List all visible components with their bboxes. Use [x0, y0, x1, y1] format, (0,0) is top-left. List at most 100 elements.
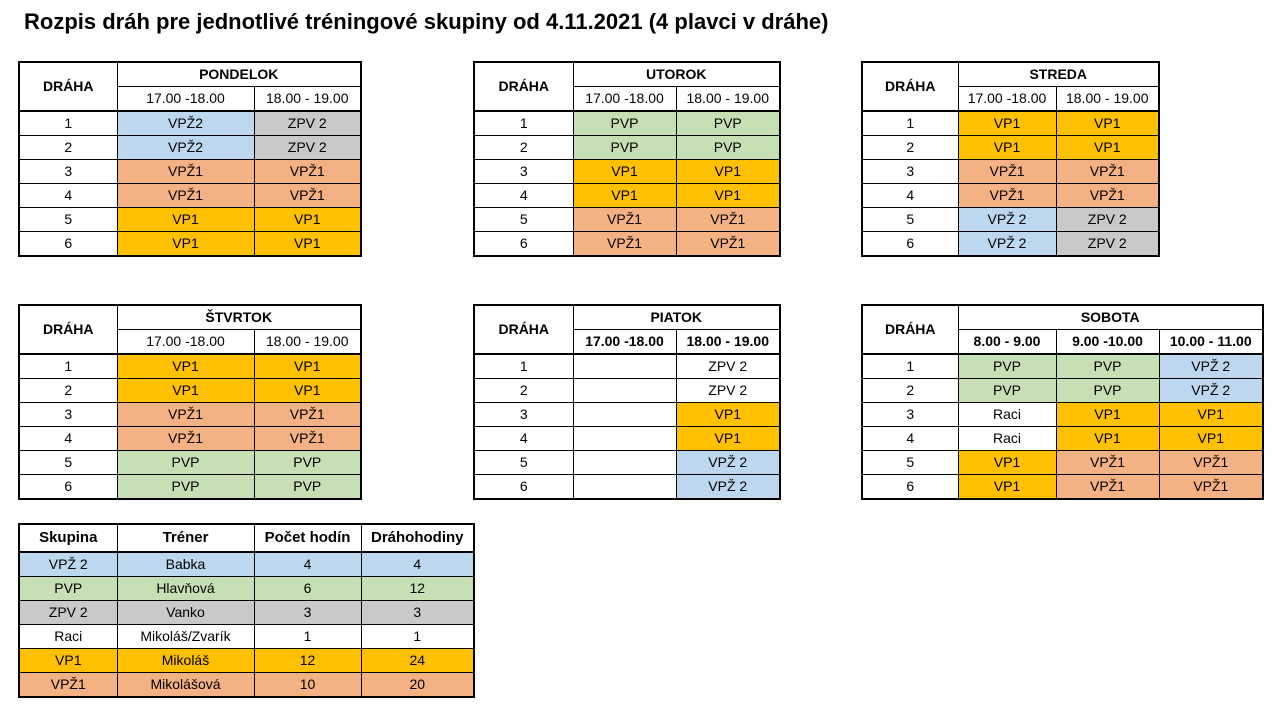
lane-assignment: ZPV 2	[1055, 231, 1160, 257]
lane-number: 5	[861, 450, 959, 475]
lane-assignment: VP1	[957, 474, 1057, 500]
summary-column-header: Tréner	[116, 523, 255, 553]
day-header: SOBOTA	[957, 304, 1264, 330]
lane-row: 2 VPŽ2 ZPV 2	[18, 135, 362, 160]
summary-cell: 12	[360, 576, 475, 601]
lane-assignment: VPŽ1	[253, 426, 362, 451]
lane-number: 6	[861, 474, 959, 500]
summary-cell: 4	[253, 551, 362, 577]
lane-header: DRÁHA	[18, 61, 118, 112]
lane-assignment: VP1	[253, 378, 362, 403]
time-slot-header: 8.00 - 9.00	[957, 329, 1057, 355]
day-header: ŠTVRTOK	[116, 304, 362, 330]
lane-number: 4	[861, 183, 959, 208]
lane-assignment: VPŽ1	[572, 207, 677, 232]
group-summary-table: Skupina Tréner Počet hodín Dráhohodiny VPŽ 2…	[18, 523, 475, 698]
lane-number: 2	[473, 378, 574, 403]
time-slot-header: 17.00 -18.00	[957, 86, 1057, 112]
lane-assignment: PVP	[957, 378, 1057, 403]
summary-column-header: Dráhohodiny	[360, 523, 475, 553]
lane-row: 3 VPŽ1 VPŽ1	[18, 402, 362, 427]
summary-cell: 6	[253, 576, 362, 601]
lane-assignment: ZPV 2	[253, 135, 362, 160]
summary-cell: 10	[253, 672, 362, 698]
lane-number: 5	[18, 207, 118, 232]
lane-header: DRÁHA	[18, 304, 118, 355]
time-slot-header: 18.00 - 19.00	[253, 329, 362, 355]
lane-number: 3	[861, 402, 959, 427]
lane-assignment: VPŽ 2	[957, 231, 1057, 257]
summary-cell: 1	[360, 624, 475, 649]
lane-assignment: VPŽ1	[253, 402, 362, 427]
lane-assignment: VP1	[116, 353, 255, 379]
lane-row: 1 ZPV 2	[473, 353, 781, 379]
lane-assignment: Raci	[957, 402, 1057, 427]
time-slot-header: 17.00 -18.00	[116, 329, 255, 355]
lane-row: 5 VP1 VP1	[18, 207, 362, 232]
day-header: STREDA	[957, 61, 1160, 87]
lane-number: 3	[473, 402, 574, 427]
summary-cell: Raci	[18, 624, 118, 649]
schedule-table-streda: DRÁHA STREDA 17.00 -18.00 18.00 - 19.00 1 VP1…	[861, 61, 1160, 257]
lane-assignment: VPŽ1	[957, 159, 1057, 184]
lane-assignment: VP1	[1055, 135, 1160, 160]
lane-assignment: VPŽ2	[116, 110, 255, 136]
lane-assignment: VPŽ 2	[1158, 378, 1264, 403]
lane-assignment: VPŽ 2	[1158, 353, 1264, 379]
lane-row: 3 Raci VP1 VP1	[861, 402, 1264, 427]
lane-assignment: ZPV 2	[675, 378, 781, 403]
lane-number: 3	[18, 159, 118, 184]
lane-assignment: VPŽ1	[253, 183, 362, 208]
lane-header: DRÁHA	[861, 304, 959, 355]
summary-cell: VP1	[18, 648, 118, 673]
summary-row: ZPV 2 Vanko 3 3	[18, 600, 475, 625]
lane-row: 2 VP1 VP1	[18, 378, 362, 403]
lane-assignment	[572, 450, 677, 475]
lane-number: 6	[473, 474, 574, 500]
lane-assignment: VP1	[957, 110, 1057, 136]
lane-assignment: PVP	[116, 474, 255, 500]
schedule-table-piatok: DRÁHA PIATOK 17.00 -18.00 18.00 - 19.00 1 ZPV…	[473, 304, 781, 500]
lane-row: 6 VP1 VPŽ1 VPŽ1	[861, 474, 1264, 500]
lane-number: 4	[861, 426, 959, 451]
lane-number: 5	[18, 450, 118, 475]
lane-number: 5	[473, 207, 574, 232]
lane-number: 5	[861, 207, 959, 232]
summary-cell: Mikoláš/Zvarík	[116, 624, 255, 649]
summary-cell: Mikoláš	[116, 648, 255, 673]
time-slot-header: 18.00 - 19.00	[253, 86, 362, 112]
lane-assignment: PVP	[675, 110, 781, 136]
lane-row: 4 VP1 VP1	[473, 183, 781, 208]
summary-cell: Babka	[116, 551, 255, 577]
lane-assignment: VP1	[1055, 426, 1160, 451]
schedule-table-štvrtok: DRÁHA ŠTVRTOK 17.00 -18.00 18.00 - 19.00 1 VP…	[18, 304, 362, 500]
lane-number: 1	[18, 110, 118, 136]
lane-assignment: VP1	[572, 183, 677, 208]
lane-assignment: VPŽ1	[1055, 159, 1160, 184]
lane-assignment: VP1	[675, 183, 781, 208]
lane-row: 4 VPŽ1 VPŽ1	[861, 183, 1160, 208]
summary-cell: 3	[253, 600, 362, 625]
lane-assignment: VPŽ1	[253, 159, 362, 184]
lane-assignment: VP1	[1055, 402, 1160, 427]
summary-cell: PVP	[18, 576, 118, 601]
lane-row: 5 VPŽ 2	[473, 450, 781, 475]
summary-cell: VPŽ1	[18, 672, 118, 698]
lane-number: 1	[18, 353, 118, 379]
lane-assignment	[572, 426, 677, 451]
summary-row: PVP Hlavňová 6 12	[18, 576, 475, 601]
lane-assignment: VP1	[957, 135, 1057, 160]
lane-row: 3 VP1 VP1	[473, 159, 781, 184]
lane-number: 1	[861, 353, 959, 379]
schedule-table-pondelok: DRÁHA PONDELOK 17.00 -18.00 18.00 - 19.00 1 V…	[18, 61, 362, 257]
lane-assignment: PVP	[572, 135, 677, 160]
page-title: Rozpis dráh pre jednotlivé tréningové sk…	[24, 9, 829, 34]
time-slot-header: 18.00 - 19.00	[675, 329, 781, 355]
lane-assignment: PVP	[116, 450, 255, 475]
summary-cell: Hlavňová	[116, 576, 255, 601]
lane-row: 3 VPŽ1 VPŽ1	[861, 159, 1160, 184]
lane-number: 6	[18, 231, 118, 257]
lane-number: 2	[861, 378, 959, 403]
lane-row: 4 VPŽ1 VPŽ1	[18, 183, 362, 208]
lane-row: 1 PVP PVP VPŽ 2	[861, 353, 1264, 379]
